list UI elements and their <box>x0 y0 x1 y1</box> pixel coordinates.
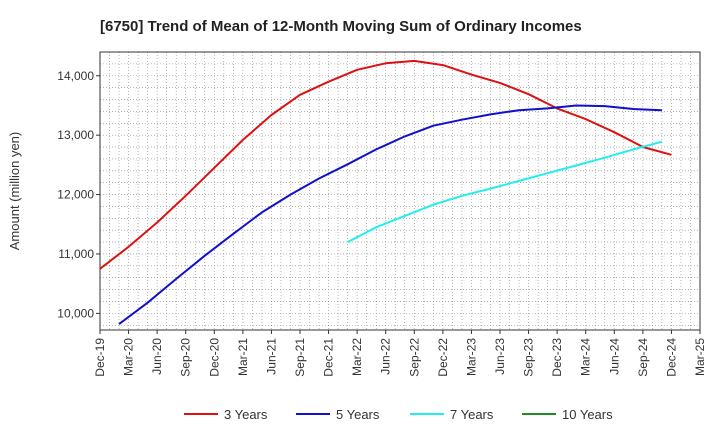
legend: 3 Years 5 Years 7 Years 10 Years <box>184 407 613 422</box>
legend-label: 5 Years <box>336 407 380 422</box>
x-tick-label: Sep-22 <box>407 338 421 377</box>
series-line-3-years <box>99 59 672 270</box>
x-tick-label: Dec-22 <box>436 338 450 377</box>
grid-lines <box>100 52 700 330</box>
x-tick-label: Dec-24 <box>664 338 678 377</box>
series-line-7-years <box>347 140 663 243</box>
x-tick-label: Jun-24 <box>607 338 621 375</box>
y-axis-label: Amount (million yen) <box>7 132 22 251</box>
series-line-5-years <box>118 104 662 325</box>
x-tick-label: Mar-25 <box>693 338 707 376</box>
y-tick-label: 12,000 <box>57 188 94 202</box>
x-tick-label: Dec-23 <box>550 338 564 377</box>
chart-title: [6750] Trend of Mean of 12-Month Moving … <box>100 18 582 35</box>
y-tick-label: 13,000 <box>57 128 94 142</box>
series-lines <box>99 59 672 325</box>
x-tick-label: Dec-21 <box>322 338 336 377</box>
legend-label: 3 Years <box>224 407 268 422</box>
x-tick-label: Sep-23 <box>522 338 536 377</box>
x-tick-label: Jun-20 <box>150 338 164 375</box>
x-tick-label: Jun-23 <box>493 338 507 375</box>
x-tick-label: Mar-24 <box>579 338 593 376</box>
y-axis-ticks: 10,000 11,000 12,000 13,000 14,000 <box>57 69 100 320</box>
x-tick-label: Sep-20 <box>179 338 193 377</box>
x-tick-label: Jun-21 <box>264 338 278 375</box>
x-tick-label: Mar-20 <box>122 338 136 376</box>
plot-frame <box>99 51 701 331</box>
x-tick-label: Sep-21 <box>293 338 307 377</box>
x-tick-label: Mar-21 <box>236 338 250 376</box>
x-tick-label: Dec-20 <box>207 338 221 377</box>
x-tick-label: Mar-22 <box>350 338 364 376</box>
x-axis-ticks: Dec-19 Mar-20 Jun-20 Sep-20 Dec-20 Mar-21 Jun-… <box>93 330 707 377</box>
y-tick-label: 10,000 <box>57 306 94 320</box>
x-tick-label: Sep-24 <box>636 338 650 377</box>
y-tick-label: 11,000 <box>58 247 94 261</box>
legend-label: 7 Years <box>450 407 494 422</box>
x-tick-label: Mar-23 <box>464 338 478 376</box>
y-tick-label: 14,000 <box>57 69 94 83</box>
x-tick-label: Jun-22 <box>379 338 393 375</box>
legend-label: 10 Years <box>562 407 613 422</box>
x-tick-label: Dec-19 <box>93 338 107 377</box>
